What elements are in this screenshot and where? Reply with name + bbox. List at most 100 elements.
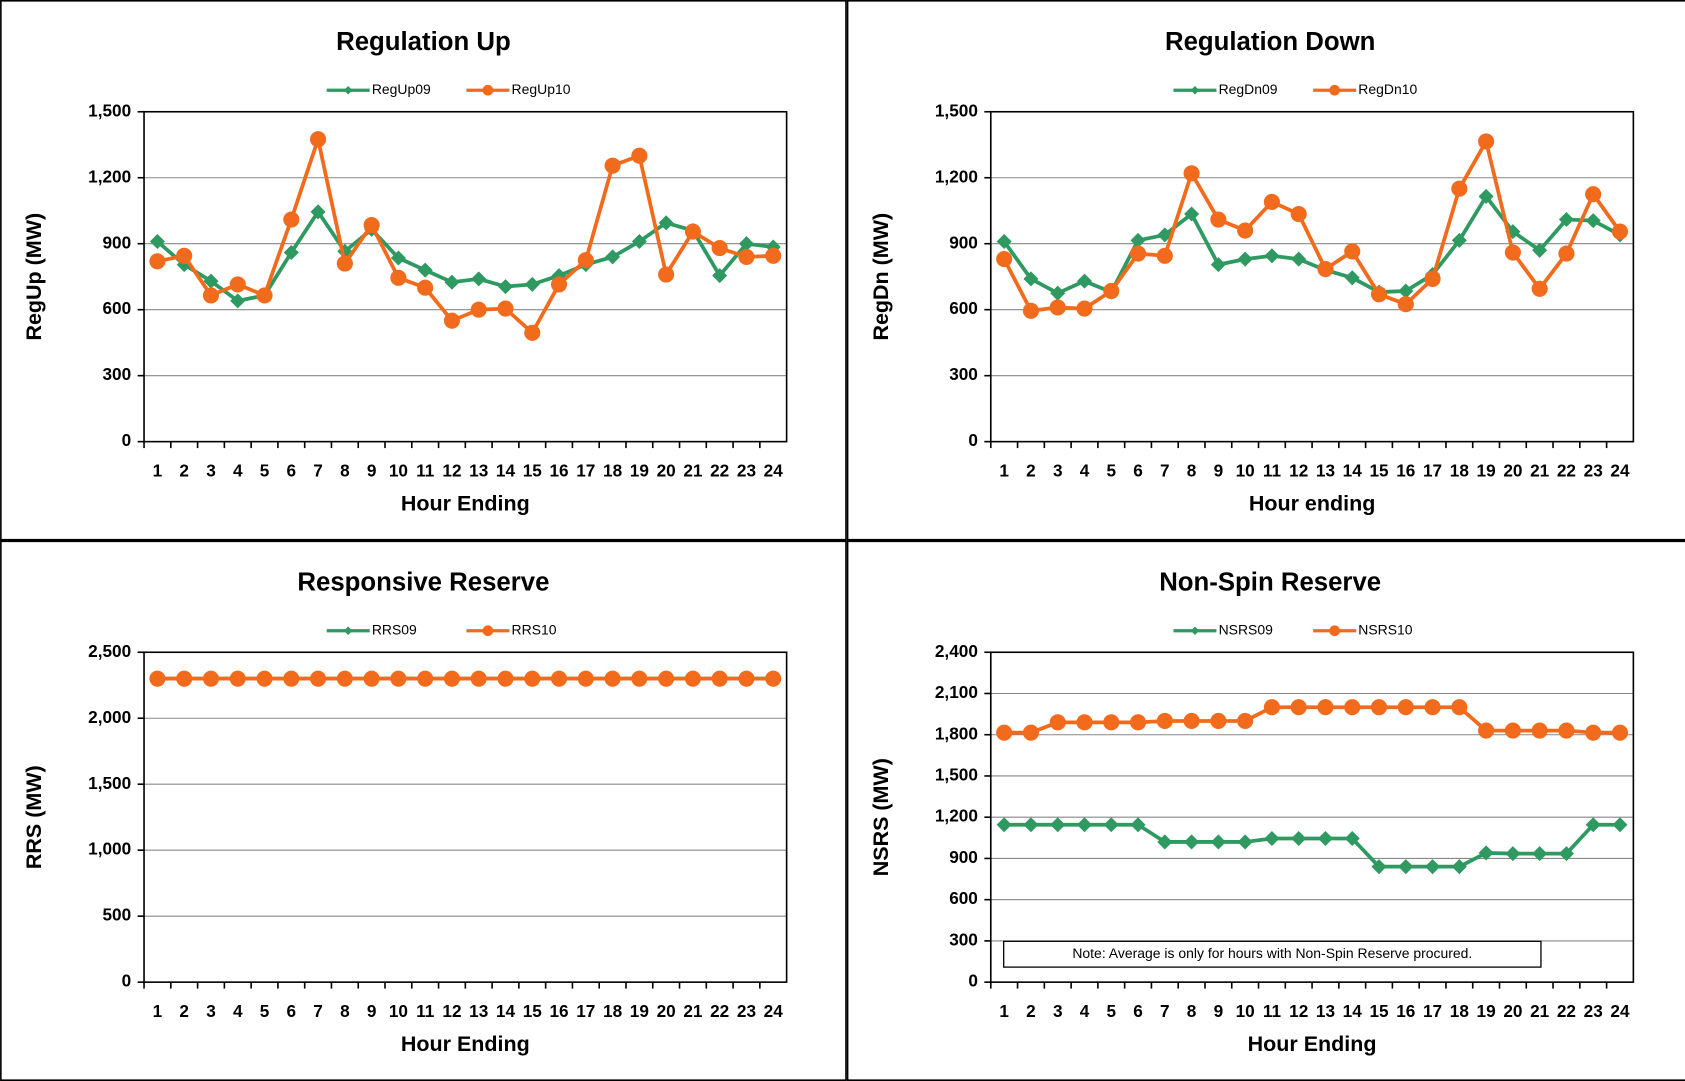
x-tick-label: 19 (630, 460, 649, 480)
data-point (1290, 205, 1307, 223)
y-tick-label: 1,500 (88, 773, 131, 793)
data-point (550, 670, 568, 687)
x-tick-label: 19 (1477, 1001, 1496, 1021)
x-tick-label: 9 (367, 460, 377, 480)
data-point (1263, 193, 1280, 210)
x-tick-label: 1 (999, 460, 1009, 480)
data-point (1290, 699, 1307, 716)
legend-label: RRS10 (512, 621, 557, 637)
data-point (605, 249, 621, 265)
x-tick-label: 4 (1080, 460, 1090, 480)
x-tick-label: 12 (1289, 460, 1308, 480)
data-point (390, 269, 407, 286)
y-tick-label: 300 (949, 929, 978, 949)
x-tick-label: 19 (1477, 460, 1496, 480)
x-tick-label: 11 (416, 1001, 435, 1021)
x-tick-label: 3 (206, 460, 216, 480)
x-tick-label: 16 (1396, 460, 1415, 480)
data-point (1050, 285, 1066, 301)
legend-marker (343, 85, 353, 95)
x-tick-label: 15 (1369, 460, 1389, 480)
x-tick-label: 21 (1530, 1001, 1550, 1021)
data-point (1531, 722, 1548, 739)
data-point (1585, 213, 1601, 229)
panel-border (0, 0, 847, 541)
data-point (1130, 817, 1146, 833)
y-tick-label: 300 (949, 364, 978, 384)
y-tick-label: 2,100 (935, 682, 978, 702)
x-tick-label: 7 (313, 1001, 323, 1021)
x-tick-label: 22 (1557, 460, 1576, 480)
y-tick-label: 1,000 (88, 839, 131, 859)
x-tick-label: 10 (389, 460, 408, 480)
panel-border (0, 540, 847, 1081)
chart-title: Regulation Down (1165, 28, 1375, 56)
x-tick-label: 20 (1503, 460, 1522, 480)
data-point (497, 670, 514, 687)
x-tick-label: 15 (1369, 1001, 1389, 1021)
data-point (336, 670, 353, 687)
data-point (738, 248, 755, 265)
x-tick-label: 24 (764, 1001, 784, 1021)
x-tick-label: 23 (737, 460, 756, 480)
annotation: Note: Average is only for hours with Non… (1072, 945, 1472, 961)
data-point (1611, 724, 1629, 741)
data-point (497, 279, 514, 295)
data-point (1558, 846, 1574, 862)
legend-item: RegUp09 (326, 81, 431, 97)
legend-item: RRS10 (466, 621, 557, 637)
x-tick-label: 22 (1557, 1001, 1576, 1021)
y-tick-label: 600 (102, 298, 131, 318)
data-point (1263, 699, 1280, 716)
x-tick-label: 13 (469, 460, 488, 480)
data-point (176, 247, 193, 264)
data-point (604, 670, 621, 687)
data-point (1611, 223, 1629, 240)
data-point (1585, 724, 1602, 741)
series-line (1004, 822, 1620, 869)
data-point (497, 300, 514, 317)
x-tick-label: 11 (416, 460, 435, 480)
y-axis-title: RegUp (MW) (22, 213, 46, 341)
data-point (1210, 712, 1227, 730)
data-point (1317, 699, 1334, 716)
data-point (1210, 211, 1227, 228)
data-point (684, 670, 701, 687)
data-point (1130, 232, 1146, 248)
data-point (524, 276, 540, 292)
x-tick-label: 7 (1160, 1001, 1170, 1021)
x-tick-label: 20 (657, 1001, 676, 1021)
x-tick-label: 18 (603, 1001, 623, 1021)
data-point (256, 670, 273, 687)
data-point (310, 131, 327, 148)
legend-marker (482, 625, 494, 637)
data-point (1129, 245, 1147, 262)
data-point (1344, 699, 1361, 716)
y-tick-label: 0 (122, 430, 132, 450)
x-axis-title: Hour ending (1249, 492, 1376, 516)
data-point (417, 279, 434, 296)
x-tick-label: 10 (1236, 460, 1255, 480)
y-axis-title: NSRS (MW) (869, 758, 893, 876)
plot-area (143, 110, 788, 443)
x-tick-label: 23 (1584, 1001, 1603, 1021)
x-tick-label: 3 (206, 1001, 216, 1021)
data-point (310, 670, 327, 687)
legend-item: NSRS10 (1313, 621, 1413, 637)
data-point (1049, 299, 1066, 316)
y-tick-label: 2,000 (88, 707, 131, 727)
data-point (1478, 133, 1495, 150)
data-point (1183, 712, 1200, 730)
series-line (1004, 705, 1620, 735)
data-point (1156, 247, 1173, 264)
x-tick-label: 6 (1133, 460, 1143, 480)
x-tick-label: 15 (523, 1001, 543, 1021)
data-point (417, 670, 434, 687)
legend-item: NSRS09 (1173, 621, 1273, 637)
y-axis-title: RegDn (MW) (869, 213, 893, 341)
legend-marker (343, 626, 353, 636)
legend-marker (482, 84, 494, 96)
y-tick-label: 900 (102, 232, 131, 252)
x-axis-title: Hour Ending (401, 492, 530, 516)
x-tick-label: 4 (233, 1001, 243, 1021)
